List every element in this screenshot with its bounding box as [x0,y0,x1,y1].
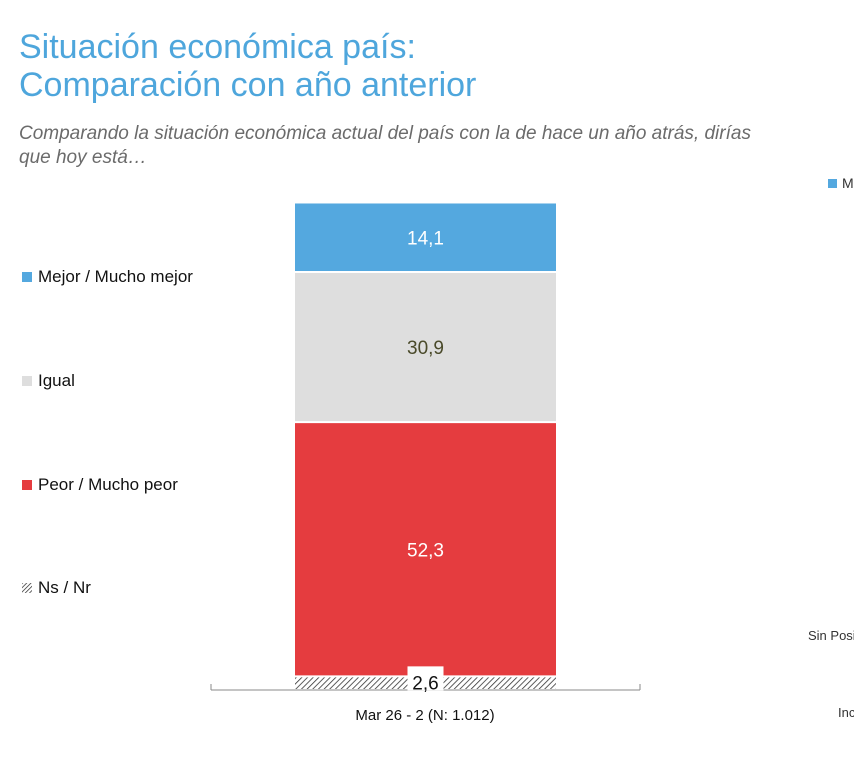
title-line-1: Situación económica país: [19,28,416,66]
page-title: Situación económica país: Comparación co… [19,28,476,104]
legend-swatch-nsnr [22,583,32,593]
chart-subtitle: Comparando la situación económica actual… [19,122,849,170]
legend-item-igual: Igual [22,371,75,391]
legend-item-nsnr: Ns / Nr [22,578,91,598]
cut-off-legend-label: M [842,175,854,191]
data-label-igual: 30,9 [407,338,444,359]
legend-item-peor: Peor / Mucho peor [22,475,178,495]
legend-label-nsnr: Ns / Nr [38,578,91,597]
cut-off-label-1: Sin Posi [808,628,854,643]
data-label-peor-mucho-peor: 52,3 [407,540,444,561]
x-tick-label: Mar 26 - 2 (N: 1.012) [355,707,494,724]
bar-segment-peor-mucho-peor [295,422,556,677]
cut-off-label-2: Inc [838,705,854,720]
subtitle-line-1: Comparando la situación económica actual… [19,123,751,144]
legend-swatch-mejor [22,272,32,282]
legend-swatch-peor [22,480,32,490]
legend-label-mejor: Mejor / Mucho mejor [38,267,193,286]
legend-label-igual: Igual [38,371,75,390]
cut-off-legend: M [828,175,854,191]
bar-segment-igual [295,272,556,423]
bar-segment-mejor-mucho-mejor [295,203,556,273]
title-line-2: Comparación con año anterior [19,66,477,104]
data-label-background-ns-nr [407,666,444,691]
subtitle-line-2: que hoy está… [19,147,147,168]
data-label-ns-nr: 2,6 [412,674,438,695]
cut-off-legend-swatch [828,178,837,188]
legend-label-peor: Peor / Mucho peor [38,475,178,494]
legend-swatch-igual [22,376,32,386]
data-label-mejor-mucho-mejor: 14,1 [407,229,444,250]
legend-item-mejor: Mejor / Mucho mejor [22,267,193,287]
